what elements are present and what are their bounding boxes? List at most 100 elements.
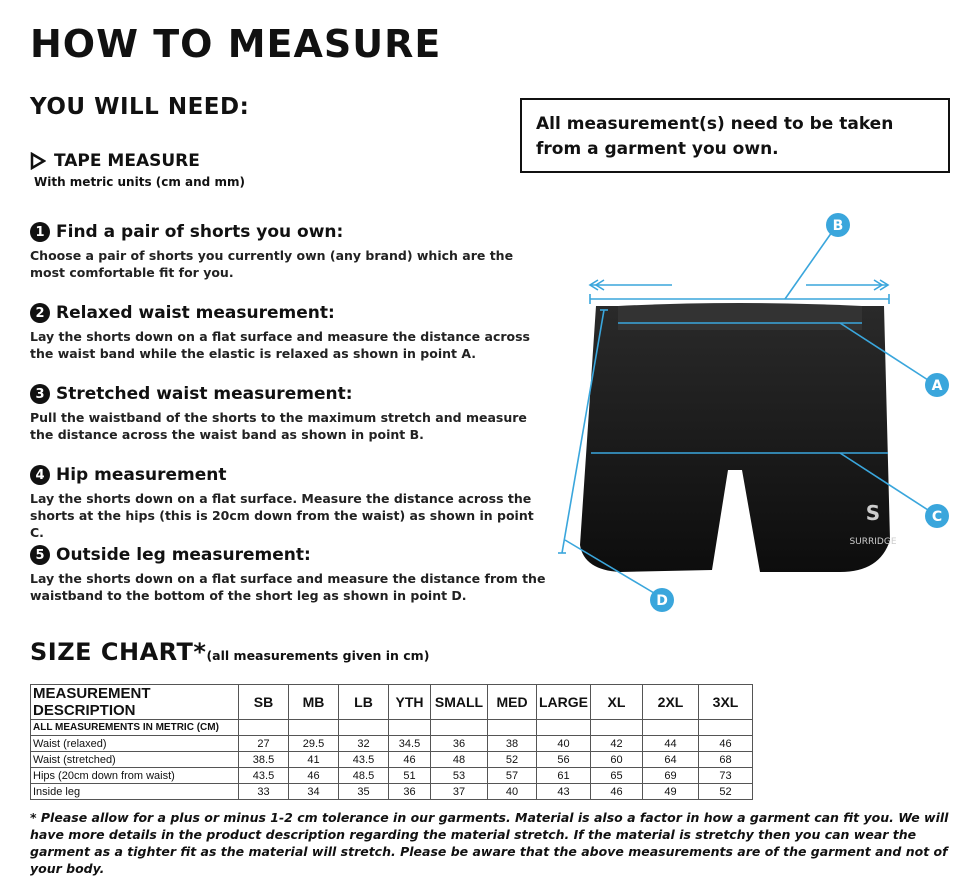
table-cell: 51 [388,767,431,784]
table-row: Waist (stretched) 38.5 41 43.5 46 48 52 56 60 64 6… [30,751,753,768]
row-label: Waist (relaxed) [30,735,239,752]
table-cell: 33 [238,783,289,800]
svg-text:B: B [833,218,844,234]
step-2: 2 Relaxed waist measurement: Lay the short… [30,303,550,362]
table-cell: 46 [288,767,339,784]
column-header: MED [487,684,537,720]
svg-text:C: C [932,509,942,525]
step-1: 1 Find a pair of shorts you own: Choose a … [30,222,550,281]
table-cell: 34 [288,783,339,800]
tape-label: TAPE MEASURE [54,151,200,171]
table-cell: 49 [642,783,699,800]
table-cell: 61 [536,767,591,784]
play-arrow-icon [30,152,46,170]
row-label: Hips (20cm down from waist) [30,767,239,784]
table-subheader-row: ALL MEASUREMENTS IN METRIC (CM) [30,719,753,736]
column-header: MEASUREMENT DESCRIPTION [30,684,239,720]
table-cell: 36 [430,735,488,752]
table-cell: 69 [642,767,699,784]
table-header-row: MEASUREMENT DESCRIPTION SB MB LB YTH SMA… [30,684,753,720]
column-header: LB [338,684,389,720]
table-cell: 52 [487,751,537,768]
table-row: Hips (20cm down from waist) 43.5 46 48.5 51 5… [30,767,753,784]
point-d-marker: D [650,588,674,612]
table-cell: 46 [698,735,753,752]
table-cell: 44 [642,735,699,752]
size-chart-title: SIZE CHART* [30,638,207,666]
brand-name: SURRIDGE [849,537,896,547]
table-cell: 73 [698,767,753,784]
tape-measure-item: TAPE MEASURE [30,151,200,171]
table-cell: 37 [430,783,488,800]
brand-logo: S [866,501,880,525]
table-cell: 48.5 [338,767,389,784]
step-text: Pull the waistband of the shorts to the … [30,410,527,442]
subheader-cell: ALL MEASUREMENTS IN METRIC (CM) [30,719,239,736]
point-c-marker: C [925,504,949,528]
row-label: Waist (stretched) [30,751,239,768]
note-box: All measurement(s) need to be taken from… [520,98,950,173]
point-b-marker: B [826,213,850,237]
table-cell: 56 [536,751,591,768]
step-title: Relaxed waist measurement: [56,303,335,323]
table-cell: 46 [388,751,431,768]
size-chart-heading: SIZE CHART*(all measurements given in cm… [30,638,429,666]
column-header: 2XL [642,684,699,720]
column-header: XL [590,684,643,720]
table-cell: 29.5 [288,735,339,752]
column-header: SB [238,684,289,720]
svg-text:D: D [656,593,668,609]
table-cell: 60 [590,751,643,768]
step-title: Outside leg measurement: [56,545,311,565]
step-text: Choose a pair of shorts you currently ow… [30,248,514,280]
row-label: Inside leg [30,783,239,800]
table-cell: 32 [338,735,389,752]
step-5: 5 Outside leg measurement: Lay the shorts … [30,545,550,604]
table-cell: 43 [536,783,591,800]
table-cell: 41 [288,751,339,768]
step-number: 4 [30,465,50,485]
size-chart-table: MEASUREMENT DESCRIPTION SB MB LB YTH SMA… [30,684,753,800]
size-chart-note: (all measurements given in cm) [206,648,430,663]
table-cell: 48 [430,751,488,768]
tape-sub: With metric units (cm and mm) [34,175,245,189]
column-header: 3XL [698,684,753,720]
table-cell: 52 [698,783,753,800]
table-cell: 68 [698,751,753,768]
footnote: * Please allow for a plus or minus 1-2 c… [30,810,949,876]
table-cell: 36 [388,783,431,800]
table-cell: 43.5 [238,767,289,784]
step-number: 2 [30,303,50,323]
shorts-diagram: B A C D S SURRIDGE [558,213,949,612]
table-cell: 38.5 [238,751,289,768]
table-row: Waist (relaxed) 27 29.5 32 34.5 36 38 40 42 44 46 [30,735,753,752]
shorts-image [580,306,890,572]
column-header: YTH [388,684,431,720]
table-cell: 34.5 [388,735,431,752]
table-cell: 27 [238,735,289,752]
step-text: Lay the shorts down on a flat surface an… [30,329,530,361]
table-cell: 38 [487,735,537,752]
step-number: 3 [30,384,50,404]
table-cell: 43.5 [338,751,389,768]
step-text: Lay the shorts down on a flat surface an… [30,571,546,603]
step-number: 5 [30,545,50,565]
table-cell: 40 [487,783,537,800]
point-a-marker: A [925,373,949,397]
page-title: HOW TO MEASURE [30,22,442,66]
column-header: MB [288,684,339,720]
step-3: 3 Stretched waist measurement: Pull the wa… [30,384,550,443]
step-title: Stretched waist measurement: [56,384,353,404]
step-4: 4 Hip measurement Lay the shorts down on a… [30,465,550,541]
table-cell: 46 [590,783,643,800]
table-cell: 57 [487,767,537,784]
svg-text:A: A [932,378,943,394]
column-header: SMALL [430,684,488,720]
step-text: Lay the shorts down on a flat surface. M… [30,491,534,540]
table-cell: 64 [642,751,699,768]
you-will-need-heading: YOU WILL NEED: [30,94,250,120]
table-cell: 65 [590,767,643,784]
table-cell: 35 [338,783,389,800]
table-cell: 40 [536,735,591,752]
step-title: Hip measurement [56,465,227,485]
